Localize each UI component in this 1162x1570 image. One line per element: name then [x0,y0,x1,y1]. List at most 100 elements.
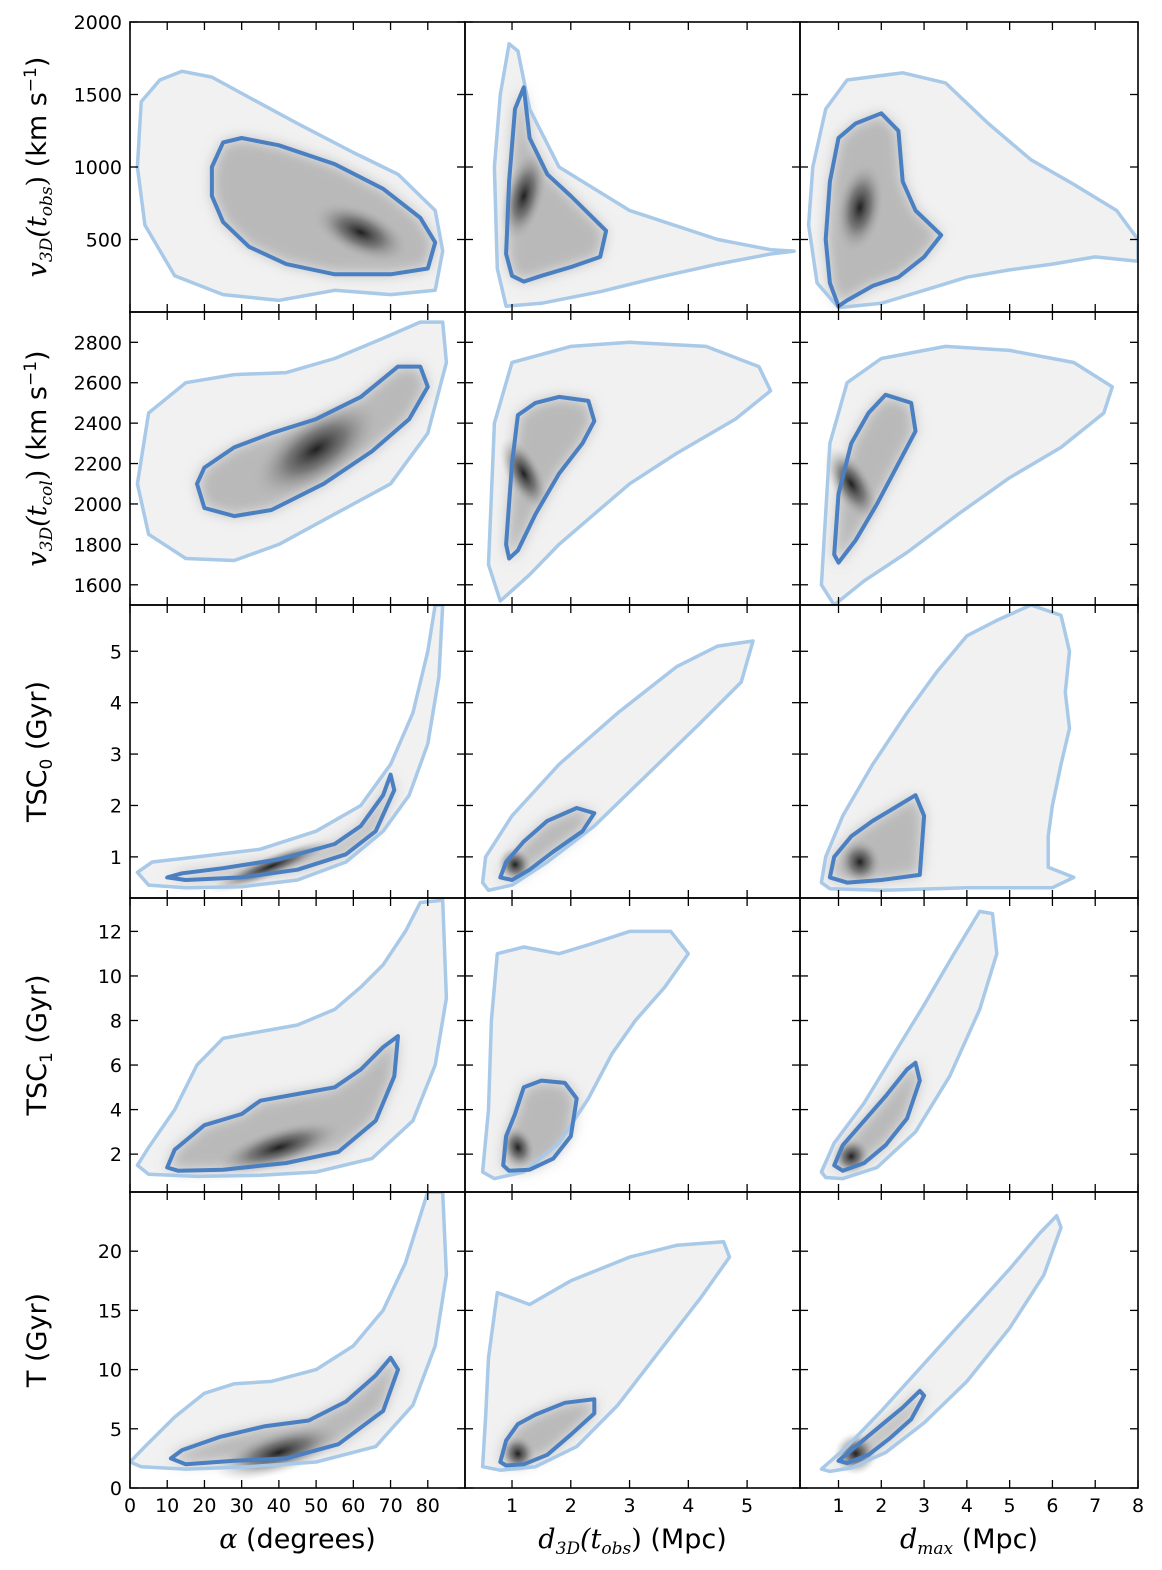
panel-T-vs-dmax [819,1213,1063,1476]
y-tick-label: 0 [110,1478,122,1500]
contour-68 [209,136,438,277]
y-tick-label: 1500 [74,85,122,107]
y-axis-label-v3d_obs: v3D(tobs) (km s−1) [21,57,57,278]
y-tick-label: 5 [110,641,122,663]
panels-layer [130,42,1138,1482]
density-peak [312,201,410,264]
contour-68 [168,1355,400,1467]
x-tick-label: 3 [624,1495,636,1517]
inner-density-fill [834,394,916,563]
x-tick-label: 40 [267,1495,291,1517]
x-tick-label: 5 [741,1495,753,1517]
panel-tsc1-vs-alpha [135,898,449,1179]
x-tick-label: 80 [416,1495,440,1517]
contour-95 [819,909,999,1181]
y-tick-label: 500 [86,230,122,252]
panel-v3d_obs-vs-alpha [135,69,445,303]
y-tick-label: 10 [98,966,122,988]
y-axis-label-tsc1: TSC1 (Gyr) [22,975,57,1117]
y-tick-label: 1000 [74,157,122,179]
contour-95 [819,344,1115,605]
x-tick-label: 50 [304,1495,328,1517]
contour-95 [806,71,1138,310]
contour-68 [498,806,597,882]
contour-95 [480,1239,732,1472]
panel-v3d_obs-vs-d3d_obs [492,42,796,308]
contour-68 [832,392,918,565]
density-peak [214,1119,344,1176]
y-tick-label: 15 [98,1300,122,1322]
density-peak [251,399,382,500]
contour-68 [165,772,397,882]
contour-68 [501,1078,579,1173]
x-tick-label: 3 [918,1495,930,1517]
x-axis-label-dmax: dmax (Mpc) [900,1524,1038,1559]
y-axis-label-T: T (Gyr) [22,1293,53,1388]
contour-68 [823,111,944,309]
inner-density-fill [167,1036,398,1171]
y-axis-label-v3d_col: v3D(tcol) (km s−1) [21,350,57,566]
y-tick-label: 2 [110,796,122,818]
y-tick-label: 2400 [74,413,122,435]
inner-density-fill [506,396,595,559]
x-tick-label: 1 [506,1495,518,1517]
y-tick-label: 10 [98,1360,122,1382]
panel-tsc1-vs-d3d_obs [480,929,691,1181]
x-tick-label: 30 [230,1495,254,1517]
y-axis-label-tsc0: TSC0 (Gyr) [22,681,57,823]
y-tick-label: 1 [110,847,122,869]
density-peak [835,161,885,254]
contour-68 [832,1060,922,1173]
outer-density-fill [821,911,997,1179]
panel-tsc0-vs-d3d_obs [480,639,755,893]
contour-68 [827,793,927,885]
contour-68 [504,85,609,284]
contour-95 [819,1213,1063,1474]
contour-95 [480,639,755,893]
x-tick-label: 8 [1132,1495,1144,1517]
y-tick-label: 4 [110,1100,122,1122]
y-tick-label: 1800 [74,534,122,556]
x-tick-label: 60 [341,1495,365,1517]
contour-68 [836,1388,927,1466]
contour-95 [492,42,796,308]
contour-95 [135,320,449,563]
density-peak [500,1125,536,1170]
x-tick-label: 4 [682,1495,694,1517]
contour-68 [165,1034,400,1173]
panel-tsc0-vs-alpha [135,605,445,894]
contour-68 [498,1397,597,1468]
x-axis-label-d3d_obs: d3D(tobs) (Mpc) [538,1524,726,1559]
panel-v3d_col-vs-dmax [819,344,1115,605]
contour-68 [195,364,430,519]
x-tick-label: 10 [155,1495,179,1517]
y-tick-label: 1600 [74,575,122,597]
contour-95 [130,1192,449,1471]
density-peak [823,446,879,522]
x-tick-label: 2 [565,1495,577,1517]
x-tick-label: 6 [1046,1495,1058,1517]
y-tick-label: 2000 [74,12,122,34]
x-tick-label: 4 [961,1495,973,1517]
y-tick-label: 12 [98,921,122,943]
panel-T-vs-alpha [130,1192,449,1482]
y-tick-label: 5 [110,1419,122,1441]
x-tick-label: 5 [1004,1495,1016,1517]
contour-95 [819,605,1076,893]
y-tick-label: 3 [110,744,122,766]
axes-layer [129,21,1139,1489]
y-tick-label: 2600 [74,373,122,395]
panel-tsc0-vs-dmax [819,605,1076,893]
contour-95 [135,605,445,890]
y-tick-label: 6 [110,1055,122,1077]
panel-frame [799,1191,1139,1489]
contour-95 [135,69,445,303]
x-tick-label: 0 [124,1495,136,1517]
contour-68 [504,394,597,561]
x-axis-label-alpha: α (degrees) [219,1524,376,1555]
panel-v3d_col-vs-d3d_obs [486,340,773,603]
x-tick-label: 70 [379,1495,403,1517]
inner-density-fill [167,774,395,880]
y-tick-label: 2000 [74,494,122,516]
